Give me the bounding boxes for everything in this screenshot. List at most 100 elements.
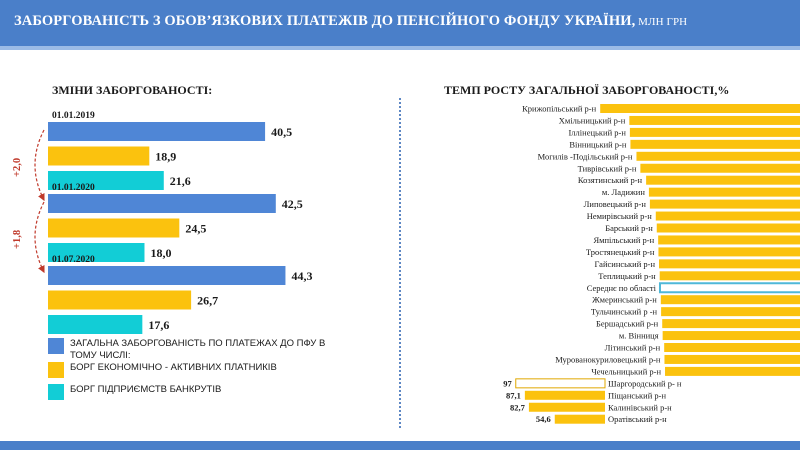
group-label: 01.01.2020 [52,183,95,193]
bar-value-label: 87,1 [506,390,521,400]
category-label: Літинський р-н [605,343,661,353]
category-label: Піщанський р-н [608,390,666,400]
category-label: Вінницький р-н [569,139,627,149]
category-label: Середнє по області [587,283,657,293]
legend-swatch-total [48,338,64,354]
bar [630,139,800,149]
bar-value-label: 40,5 [271,125,292,139]
page-title-text: ЗАБОРГОВАНІСТЬ З ОБОВ’ЯЗКОВИХ ПЛАТЕЖІВ Д… [14,13,636,29]
bar [660,295,800,305]
bar [655,211,800,221]
debt-change-chart: 01.01.2019 40,5 18,9 21,6 01.01.2020 42,5 24,5… [12,111,312,334]
growth-rate-chart: Крижопільський р-н147Хмільницький р-н126… [503,104,800,424]
category-label: Тульчинський р -н [591,307,658,317]
category-label: Немирівський р-н [587,211,652,221]
category-label: Мурованокуриловецький р-н [555,354,661,364]
bar [659,271,800,281]
group-label: 01.01.2019 [52,111,95,121]
bar [664,354,800,364]
category-label: м. Ладижин [602,187,645,197]
bar [48,171,164,190]
category-label: Козятинський р-н [578,175,643,185]
category-label: Іллінецький р-н [568,127,626,137]
bar [48,146,150,166]
bar [48,315,143,334]
bar-value-label: 26,7 [197,294,218,308]
bar [640,163,800,173]
bar [646,175,800,185]
bar [600,104,800,113]
legend-label-total: ЗАГАЛЬНА ЗАБОРГОВАНІСТЬ ПО ПЛАТЕЖАХ ДО П… [70,338,326,361]
bar-value-label: 82,7 [510,402,526,412]
left-chart-title: ЗМІНИ ЗАБОРГОВАНОСТІ: [52,83,213,97]
group-label: 01.07.2020 [52,255,95,265]
bar-value-label: 17,6 [148,318,169,332]
header-stripe [0,46,800,50]
bar [661,307,800,317]
category-label: Бершадський р-н [596,319,659,329]
bar [554,414,605,424]
bar-value-label: 97 [503,378,512,388]
category-label: Липовецький р-н [584,199,647,209]
category-label: Барський р-н [605,223,653,233]
bar [649,199,800,209]
bar [515,378,606,389]
bar [528,402,605,412]
category-label: Оратівський р-н [608,414,667,424]
bar [524,390,605,400]
bar [629,115,800,125]
legend-swatch-bankrupt [48,384,64,400]
legend-label-bankrupt: БОРГ ПІДПРИЄМСТВ БАНКРУТІВ [70,384,222,395]
category-label: Чечельницький р-н [591,366,661,376]
category-label: Теплицький р-н [598,271,656,281]
bar-value-label: 44,3 [291,269,312,283]
bar-value-label: 21,6 [170,174,191,188]
change-label: +1,8 [12,230,23,249]
bar [648,187,800,197]
bar [658,235,800,245]
category-label: Могилів -Подільський р-н [538,151,633,161]
bar-value-label: 24,5 [185,222,206,236]
page-title: ЗАБОРГОВАНІСТЬ З ОБОВ’ЯЗКОВИХ ПЛАТЕЖІВ Д… [14,13,687,30]
bar-value-label: 42,5 [282,197,303,211]
change-arrow [34,201,45,274]
bar-value-label: 18,9 [155,150,176,164]
legend-swatch-active [48,362,64,378]
category-label: Шаргородський р- н [608,378,682,388]
bar [658,247,800,257]
category-label: Тиврівський р-н [578,163,637,173]
bar [48,290,192,310]
bar [658,282,800,294]
bar [662,331,800,341]
legend-label-active: БОРГ ЕКОНОМІЧНО - АКТИВНИХ ПЛАТНИКІВ [70,362,277,373]
bar [48,194,276,213]
bar [665,366,800,376]
legend-item-bankrupt: БОРГ ПІДПРИЄМСТВ БАНКРУТІВ [48,384,221,400]
bar [656,223,800,233]
category-label: Гайсинський р-н [594,259,655,269]
bar [629,127,800,137]
bar [664,343,800,352]
right-chart-title: ТЕМП РОСТУ ЗАГАЛЬНОЇ ЗАБОРГОВАНОСТІ,% [444,83,730,97]
bar-value-label: 18,0 [150,246,171,260]
bar [636,151,800,161]
bar [48,266,286,285]
footer-bar [0,441,800,450]
bar [48,218,180,238]
change-arrow [34,129,45,202]
category-label: Крижопільський р-н [522,104,596,114]
bar [48,243,145,262]
category-label: Калинівський р-н [608,402,672,412]
category-label: Тростянецький р-н [586,247,655,257]
bar [659,259,800,269]
section-divider [399,98,401,428]
change-label: +2,0 [12,158,23,177]
legend-item-active: БОРГ ЕКОНОМІЧНО - АКТИВНИХ ПЛАТНИКІВ [48,362,277,378]
bar [662,319,800,329]
bar [48,122,266,141]
legend-item-total: ЗАГАЛЬНА ЗАБОРГОВАНІСТЬ ПО ПЛАТЕЖАХ ДО П… [48,338,340,362]
category-label: Хмільницький р-н [559,115,626,125]
header-bar [0,0,800,46]
page-title-unit: МЛН ГРН [635,16,688,28]
category-label: Жмеринський р-н [592,295,657,305]
